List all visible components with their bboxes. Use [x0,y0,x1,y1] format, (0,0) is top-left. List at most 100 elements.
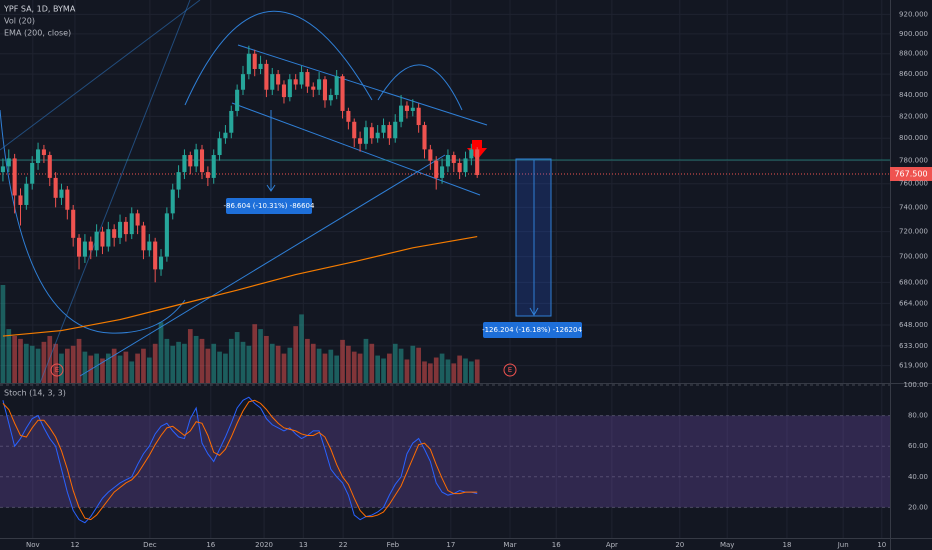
candle-body [410,107,415,111]
volume-bar [182,343,187,383]
volume-bar [310,343,316,383]
candle-body [47,155,52,178]
volume-bar [76,338,82,383]
candle-body [346,110,351,122]
y-tick-label: 760.000 [899,180,928,188]
volume-bar [105,353,111,383]
candle-body [428,149,433,161]
ema-line [2,235,478,337]
candle-body [258,63,263,69]
x-tick-label: Apr [606,541,618,549]
candle-body [399,105,404,122]
volume-bar [316,348,322,383]
candle-body [100,231,105,247]
volume-bar [328,349,334,383]
stoch-band [0,415,890,508]
volume-bar [252,324,258,383]
volume-bar [141,348,146,383]
volume-bar [264,335,269,383]
arrow-head [529,307,539,317]
indicator-label: EMA (200, close) [4,29,71,38]
volume-bar [176,341,181,383]
candle-body [112,229,117,238]
volume-bar [351,351,357,383]
annotation: -86.604 (-10.31%) -86604 [224,202,315,210]
volume-bar [94,353,99,383]
candle-body [475,149,480,176]
volume-bar [387,353,392,383]
candle-body [205,172,210,178]
candle-body [24,183,29,205]
arrow-head [266,184,276,192]
annotation-box [483,322,582,338]
volume-bar [111,348,117,383]
candle-body [36,149,41,163]
volume-bar [439,353,445,383]
channel-line [231,102,481,196]
candle-body [276,74,281,85]
y-tick-label: 860.000 [899,70,928,78]
volume-bar [135,353,140,383]
volume-bar [6,329,12,383]
volume-bar [152,343,158,383]
candle-body [223,132,228,139]
candle-body [176,172,181,190]
candle-body [182,155,187,173]
candle-body [422,125,427,150]
candle-body [129,213,134,235]
candle-body [199,149,205,173]
y-tick-label: 800.000 [899,134,928,142]
x-tick-label: 18 [782,541,791,549]
volume-bar [193,335,199,383]
y-tick-label: 40.00 [908,473,928,481]
candle-body [281,84,287,98]
x-tick-label: 10 [877,541,886,549]
candle-body [328,94,333,101]
candle-body [153,241,158,270]
candle-body [270,74,275,90]
y-tick-label: 648.000 [899,321,928,329]
volume-bar [158,322,164,383]
event-label: E [508,366,512,374]
volume-bar [164,338,170,383]
arc [377,64,463,111]
candle-body [293,79,298,85]
stoch-line [2,396,478,524]
volume-bar [24,343,29,383]
volume-bar [53,343,58,383]
y-tick-label: 900.000 [899,30,928,38]
volume-bar [211,343,217,383]
candle-body [88,241,93,251]
x-tick-label: Jun [837,541,849,549]
volume-bar [451,363,457,383]
candle-body [416,107,421,126]
candle-body [440,166,445,178]
symbol-title: YPF SA, 1D, BYMA [3,5,76,14]
volume-bar [129,361,135,383]
candle-body [445,155,450,167]
y-tick-label: 20.00 [908,503,928,511]
trend-line [39,0,191,384]
candle-body [164,213,169,257]
candle-body [82,241,87,257]
y-tick-label: 619.000 [899,362,928,370]
volume-bar [258,329,263,383]
candle-body [299,72,304,85]
volume-bar [64,348,70,383]
volume-bar [474,359,480,383]
candle-body [65,189,70,210]
candle-body [404,105,409,111]
x-tick-label: Feb [387,541,400,549]
candle-body [41,149,46,156]
annotation-box [226,198,312,214]
volume-bar [334,355,340,383]
volume-bar [293,326,299,383]
volume-bar [299,314,304,383]
y-tick-label: 633.000 [899,342,928,350]
candle-body [340,76,345,111]
channel-line [237,44,488,126]
x-tick-label: Dec [143,541,157,549]
candle-body [71,209,76,238]
y-tick-label: 664.000 [899,299,928,307]
